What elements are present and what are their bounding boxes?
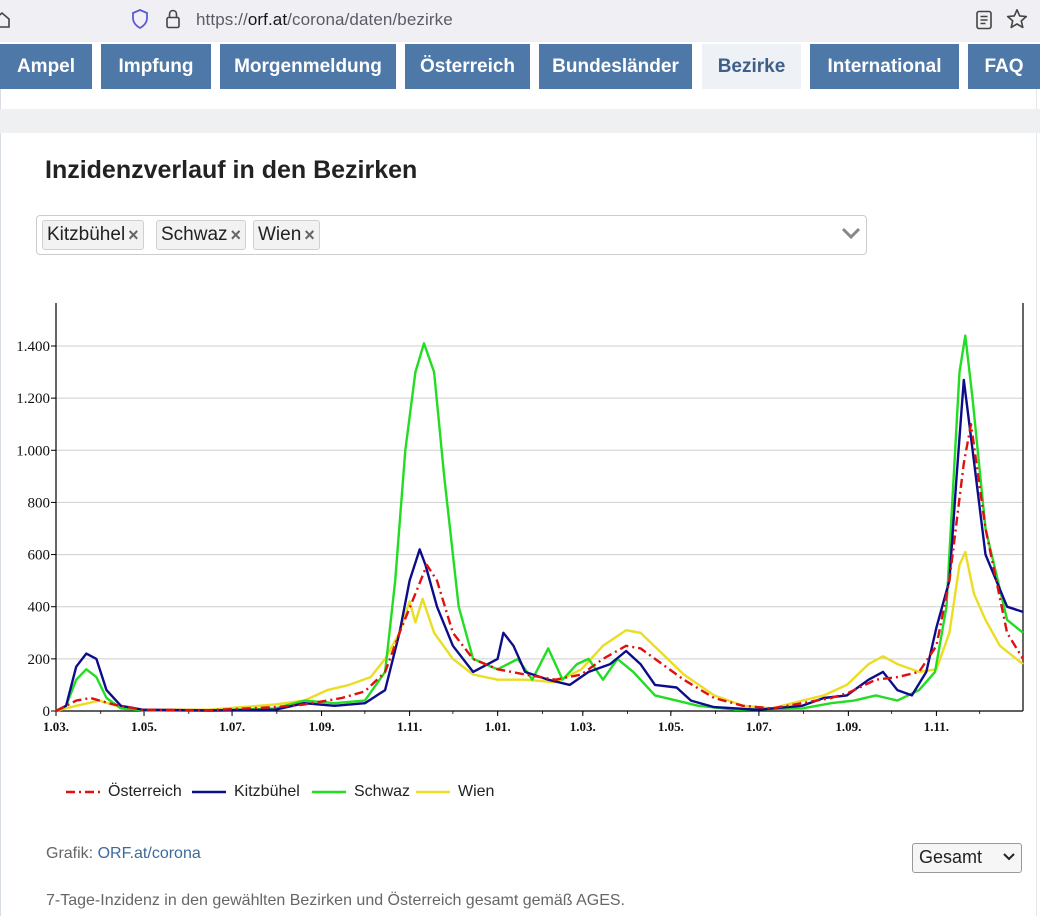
series-line-kitzbuehel	[55, 378, 1024, 713]
x-tick-label: 1.05.	[658, 719, 684, 734]
remove-chip-icon[interactable]: ×	[230, 224, 242, 245]
content-border	[1036, 89, 1037, 916]
y-tick-label: 800	[28, 495, 51, 511]
chip-label: Kitzbühel	[47, 224, 126, 245]
tab-impfung[interactable]: Impfung	[101, 44, 211, 89]
remove-chip-icon[interactable]: ×	[304, 224, 315, 245]
period-select-value: Gesamt	[919, 847, 983, 867]
graphic-credit: Grafik: ORF.at/corona	[46, 845, 201, 863]
reader-view-icon[interactable]	[975, 10, 993, 30]
chip-schwaz: Schwaz ×	[156, 220, 247, 250]
credit-link[interactable]: ORF.at/corona	[97, 845, 201, 862]
series-line-wien	[55, 550, 1024, 713]
x-tick-label: 1.03.	[570, 719, 596, 734]
series-line-schwaz	[55, 334, 1024, 713]
legend-label: Kitzbühel	[234, 783, 300, 800]
grid-lines	[56, 345, 1023, 660]
legend-label: Wien	[458, 783, 495, 800]
period-select[interactable]: Gesamt	[912, 843, 1022, 873]
y-tick-label: 1.400	[16, 339, 50, 355]
header-strip	[0, 109, 1040, 133]
x-tick-label: 1.11.	[924, 719, 949, 734]
legend-item-oesterreich[interactable]: Österreich	[64, 783, 182, 801]
legend-label: Österreich	[108, 783, 182, 800]
lock-icon[interactable]	[165, 9, 181, 29]
chevron-down-icon	[1003, 853, 1015, 861]
chip-label: Wien	[258, 224, 302, 245]
chevron-down-icon[interactable]	[841, 226, 861, 240]
x-tick-label: 1.07.	[219, 719, 245, 734]
legend-swatch	[192, 790, 226, 794]
chart-series	[55, 334, 1025, 713]
legend-label: Schwaz	[354, 783, 411, 800]
y-tick-label: 200	[28, 652, 51, 668]
tab-international[interactable]: International	[810, 44, 959, 89]
address-bar[interactable]	[122, 3, 1035, 37]
remove-chip-icon[interactable]: ×	[128, 224, 139, 245]
credit-label: Grafik:	[46, 845, 94, 862]
chart-legend: Österreich Kitzbühel Schwaz Wien	[0, 783, 1040, 805]
bookmark-star-icon[interactable]	[1006, 8, 1028, 30]
section-nav: Ampel Impfung Morgenmeldung Österreich B…	[0, 44, 1040, 89]
tab-bezirke[interactable]: Bezirke	[702, 44, 801, 89]
y-tick-label: 400	[28, 600, 51, 616]
shield-icon[interactable]	[131, 9, 149, 29]
chart-footnote: 7-Tage-Inzidenz in den gewählten Bezirke…	[46, 892, 625, 909]
x-tick-label: 1.01.	[485, 719, 511, 734]
chip-label: Schwaz	[161, 224, 228, 245]
legend-swatch	[66, 790, 100, 794]
legend-swatch	[312, 790, 346, 794]
content-border	[0, 89, 1, 916]
chip-kitzbuehel: Kitzbühel ×	[42, 220, 144, 250]
y-tick-label: 600	[28, 548, 51, 564]
x-tick-label: 1.09.	[835, 719, 861, 734]
x-tick-label: 1.11.	[397, 719, 422, 734]
y-tick-label: 1.200	[16, 391, 50, 407]
url-path: /corona/daten/bezirke	[287, 10, 453, 29]
tab-morgenmeldung[interactable]: Morgenmeldung	[220, 44, 396, 89]
legend-swatch	[416, 790, 450, 794]
legend-item-wien[interactable]: Wien	[414, 783, 494, 801]
browser-toolbar: https://orf.at/corona/daten/bezirke	[0, 0, 1040, 42]
home-icon[interactable]	[0, 11, 10, 29]
url-prefix: https://	[196, 10, 248, 29]
series-line-oesterreich	[55, 423, 1025, 713]
legend-item-schwaz[interactable]: Schwaz	[310, 783, 410, 801]
x-tick-label: 1.09.	[309, 719, 335, 734]
url-host: orf.at	[247, 10, 288, 29]
x-tick-label: 1.07.	[746, 719, 772, 734]
tab-bundeslaender[interactable]: Bundesländer	[539, 44, 692, 89]
chart-axes	[51, 303, 1024, 716]
url-text[interactable]: https://orf.at/corona/daten/bezirke	[196, 10, 453, 30]
x-tick-labels: 1.03. 1.05. 1.07. 1.09. 1.11. 1.01. 1.03. 1.05.…	[43, 719, 949, 734]
tab-ampel[interactable]: Ampel	[0, 44, 92, 89]
y-tick-labels: 0 200 400 600 800 1.000 1.200 1.400	[16, 339, 50, 720]
y-tick-label: 0	[43, 704, 51, 720]
chip-wien: Wien ×	[253, 220, 320, 250]
y-tick-label: 1.000	[16, 443, 50, 459]
tab-oesterreich[interactable]: Österreich	[405, 44, 530, 89]
page-title: Inzidenzverlauf in den Bezirken	[45, 156, 418, 184]
x-tick-label: 1.05.	[131, 719, 157, 734]
legend-item-kitzbuehel[interactable]: Kitzbühel	[190, 783, 300, 801]
district-multiselect[interactable]: Kitzbühel × Schwaz × Wien ×	[36, 215, 867, 255]
tab-faq[interactable]: FAQ	[968, 44, 1040, 89]
x-tick-label: 1.03.	[43, 719, 69, 734]
